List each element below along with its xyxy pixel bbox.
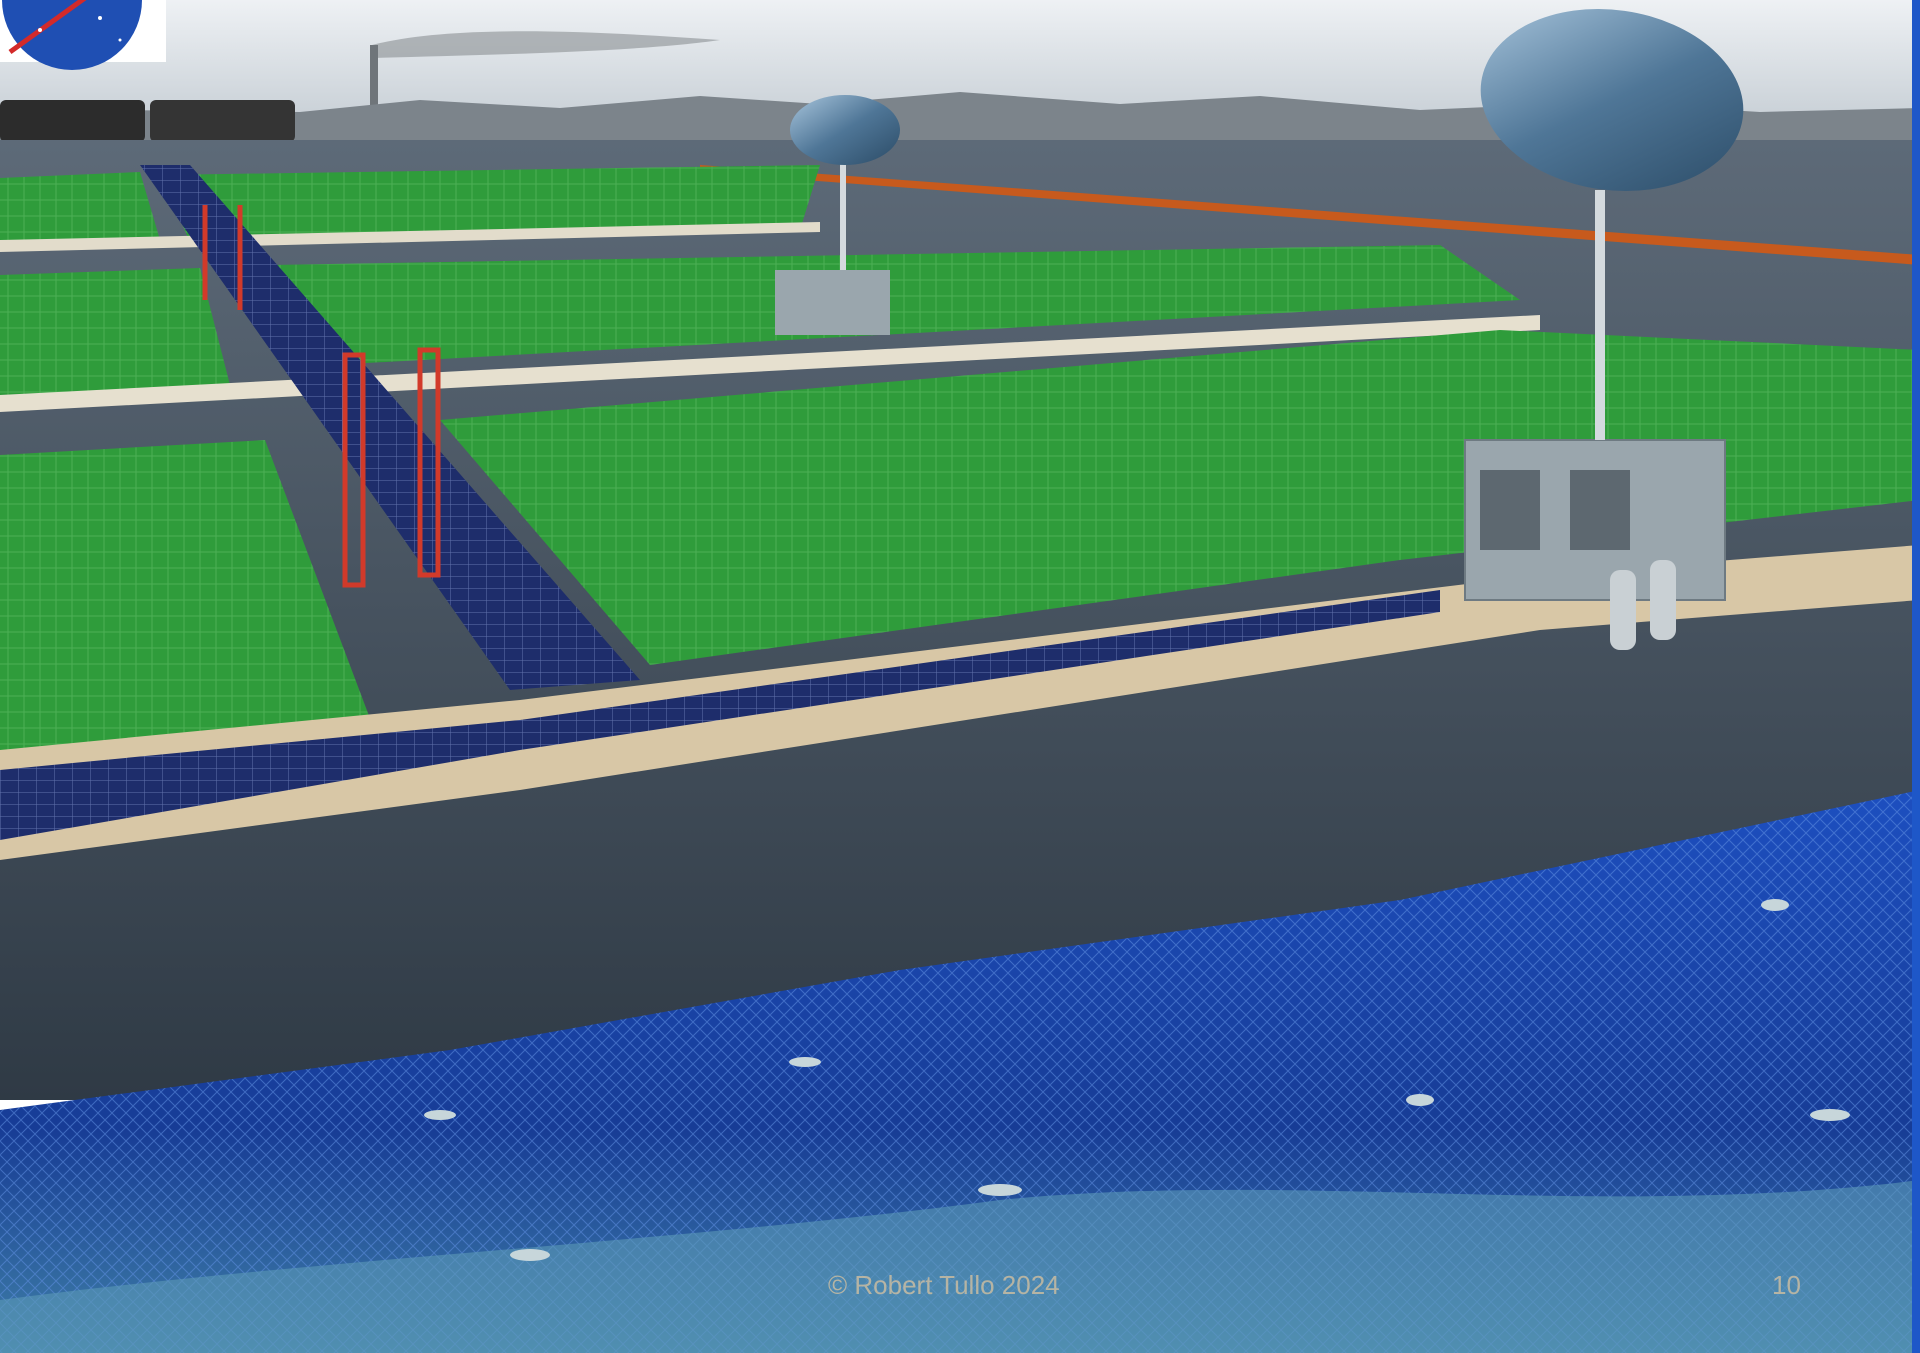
red-frame xyxy=(417,347,441,578)
footer-copyright: © Robert Tullo 2024 xyxy=(828,1270,1060,1300)
fish xyxy=(1810,1109,1850,1121)
fish xyxy=(789,1057,821,1067)
smoke-plume xyxy=(372,31,720,58)
walkway-mid xyxy=(0,315,1540,412)
fish xyxy=(510,1249,550,1261)
algae-bed-front-left xyxy=(0,440,380,760)
algae-bed-front-right xyxy=(440,330,1920,665)
algae-bed-mid-center xyxy=(270,245,1520,365)
fish xyxy=(1406,1094,1434,1106)
slide-edge-bar xyxy=(1912,0,1920,1353)
storage-tank xyxy=(0,100,145,142)
slide-page-number: 10 xyxy=(1772,1270,1801,1300)
solar-walkway-center xyxy=(140,165,640,690)
nasa-logo-icon xyxy=(2,0,142,70)
algae-bed-back-left xyxy=(0,172,160,250)
solar-dish-small xyxy=(790,95,900,165)
algae-bed-mid-left xyxy=(0,268,230,395)
smokestack xyxy=(370,45,378,120)
fish xyxy=(424,1110,456,1120)
fish xyxy=(978,1184,1022,1196)
front-solar-panels xyxy=(0,590,1440,840)
storage-tank xyxy=(150,100,295,142)
red-frame xyxy=(342,352,366,588)
containment-boom xyxy=(700,165,1920,265)
equipment-box-small xyxy=(775,270,890,335)
seafloor xyxy=(0,1180,1920,1353)
equipment-vent xyxy=(1480,470,1540,550)
solar-dish-large xyxy=(1480,9,1744,191)
algae-bed-back-center xyxy=(160,165,820,242)
fish xyxy=(1761,899,1789,911)
equipment-pipe xyxy=(1650,560,1676,640)
front-walkway xyxy=(0,545,1920,860)
equipment-pipe xyxy=(1610,570,1636,650)
equipment-vent xyxy=(1570,470,1630,550)
distant-shoreline xyxy=(0,92,1920,150)
